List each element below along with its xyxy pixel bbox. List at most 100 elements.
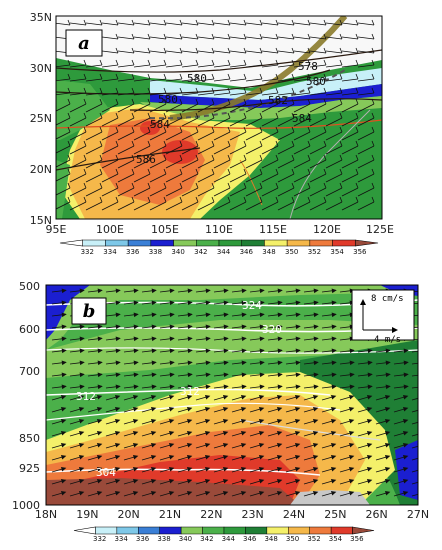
wind-barb [309, 117, 327, 127]
pressure-label: 1000 [12, 499, 40, 512]
wind-vector-head [384, 394, 391, 400]
wind-vector-head [241, 372, 247, 378]
wind-barb [117, 64, 135, 68]
colorbar-label: 356 [350, 535, 364, 543]
wind-barb [181, 22, 199, 26]
wind-vector-head [422, 419, 426, 422]
wind-vector-head [60, 430, 67, 436]
wind-barb [229, 117, 247, 127]
wind-vector-head [366, 478, 373, 484]
wind-barb-flag [195, 196, 199, 203]
wind-vector-head [313, 336, 319, 342]
wind-barb [165, 64, 183, 68]
wind-barb [341, 92, 359, 96]
wind-barb [213, 36, 231, 40]
wind-vector-head [115, 348, 121, 354]
wind-barb [245, 22, 263, 26]
wind-vector-head [205, 384, 211, 390]
wind-barb [293, 78, 311, 82]
wind-vector-head [348, 454, 355, 460]
wind-vector-head [366, 454, 373, 460]
wind-vector-head [186, 394, 193, 400]
wind-barb-flag [99, 59, 103, 66]
wind-barb [56, 187, 71, 196]
wind-vector-head [422, 467, 426, 470]
wind-barb-flag [355, 154, 359, 161]
wind-vector-head [114, 406, 121, 412]
wind-barb-flag [163, 59, 167, 66]
wind-barb [56, 173, 71, 182]
wind-barb [149, 159, 167, 169]
wind-barb [261, 22, 279, 26]
wind-barb-flag [323, 196, 327, 203]
wind-vector-head [169, 300, 175, 306]
colorbar-label: 332 [93, 535, 106, 543]
wind-barb-flag [227, 196, 231, 203]
wind-barb-flag [243, 112, 247, 119]
wind-barb [117, 187, 135, 197]
contour-label: 586 [136, 153, 156, 166]
wind-barb [149, 131, 167, 141]
wind-vector-head [78, 442, 85, 448]
wind-vector-head [150, 490, 157, 496]
wind-barb-flag [371, 126, 375, 133]
wind-barb [69, 145, 87, 155]
wind-barb-flag [243, 87, 247, 94]
lat-label: 21N [159, 508, 181, 521]
wind-vector-head [114, 466, 121, 472]
wind-vector-head [78, 454, 85, 460]
wind-barb [56, 22, 71, 26]
wind-barb [229, 78, 247, 82]
wind-barb [341, 131, 359, 141]
wind-vector-head [366, 442, 373, 448]
wind-barb [181, 187, 199, 197]
colorbar-segment [309, 239, 333, 247]
wind-vector-head [422, 337, 426, 340]
wind-vector-head [294, 394, 301, 400]
wind-vector-head [78, 406, 85, 412]
wind-barb [357, 64, 375, 68]
wind-barb-flag [99, 73, 103, 80]
lon-label: 95E [46, 223, 67, 236]
wind-barb-flag [115, 182, 119, 189]
wind-barb-flag [227, 33, 231, 40]
lat-label: 24N [283, 508, 305, 521]
wind-barb-flag [131, 140, 135, 147]
wind-barb [133, 36, 151, 40]
wind-barb [245, 36, 263, 40]
wind-vector-head [169, 372, 175, 378]
wind-vector-head [313, 348, 319, 354]
wind-barb [341, 173, 359, 183]
wind-vector-head [186, 406, 193, 412]
wind-barb [325, 92, 343, 96]
wind-barb [197, 187, 215, 197]
wind-vector-head [276, 430, 283, 436]
wind-barb [56, 201, 71, 210]
wind-barb-flag [83, 126, 87, 133]
wind-barb-flag [131, 47, 135, 54]
lat-label: 26N [366, 508, 388, 521]
wind-vector-head [133, 288, 139, 294]
wind-barb [357, 173, 375, 183]
colorbar-segment [82, 239, 106, 247]
panel-a-map [56, 16, 382, 219]
wind-barb-flag [227, 182, 231, 189]
wind-barb [213, 131, 231, 141]
wind-barb-flag [163, 33, 167, 40]
wind-barb-flag [67, 154, 71, 161]
wind-vector-head [61, 312, 67, 318]
wind-vector-head [97, 360, 103, 366]
wind-vector-head [132, 466, 139, 472]
wind-barb-flag [227, 154, 231, 161]
lon-label: 110E [205, 223, 233, 236]
wind-vector-head [204, 478, 211, 484]
wind-barb [229, 187, 247, 197]
wind-vector-head [60, 478, 67, 484]
wind-vector-head [151, 324, 157, 330]
isentrope-label: 304 [96, 466, 116, 479]
wind-vector-head [187, 348, 193, 354]
wind-vector-head [295, 348, 301, 354]
wind-vector-head [60, 394, 67, 400]
wind-vector-head [241, 300, 247, 306]
lon-label: 120E [313, 223, 341, 236]
